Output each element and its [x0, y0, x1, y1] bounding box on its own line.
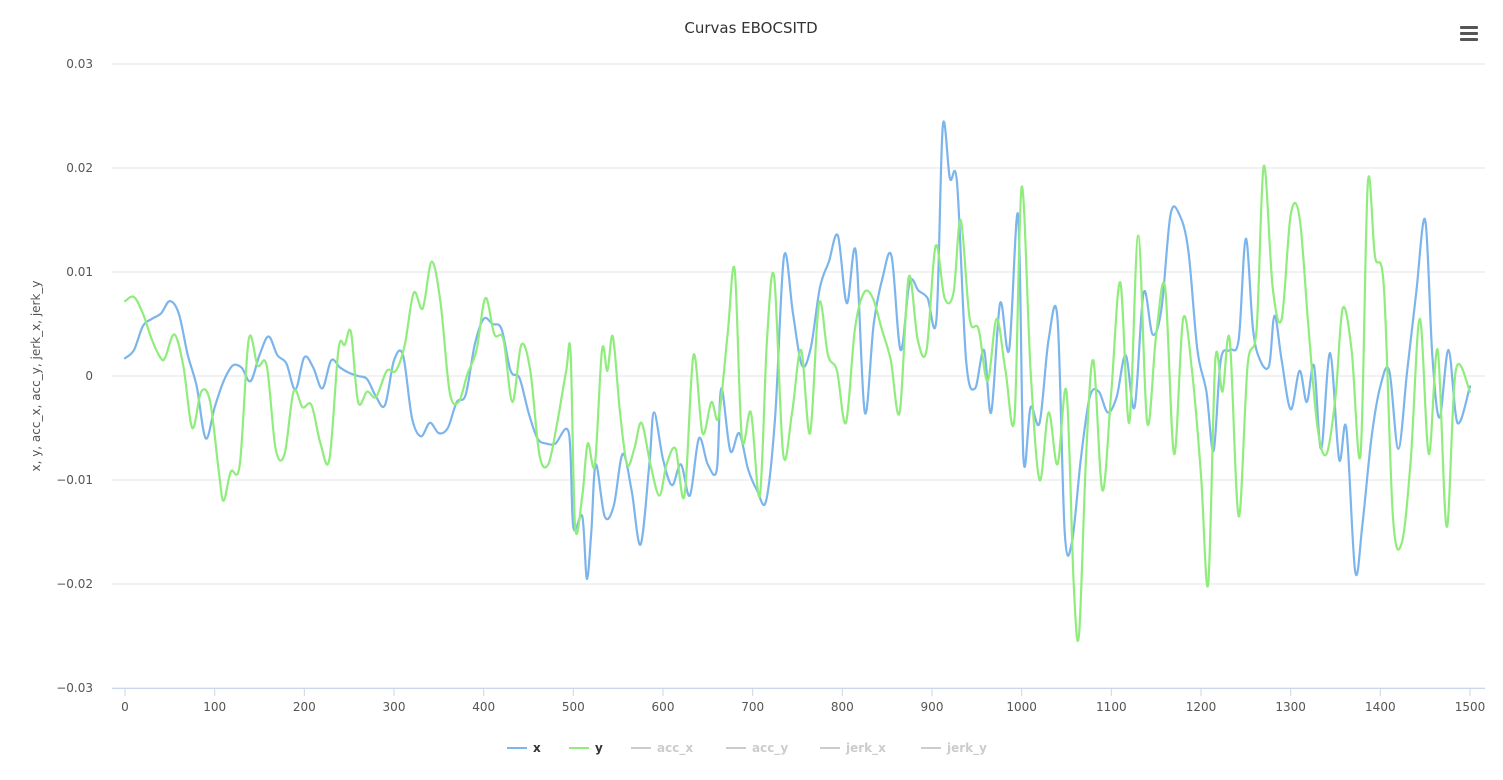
- legend-item-jerk_x[interactable]: jerk_x: [820, 741, 886, 756]
- y-axis: 0.03 0.02 0.01 0 −0.01 −0.02 −0.03: [56, 57, 93, 695]
- legend-label-jerk_x: jerk_x: [845, 741, 886, 756]
- legend: x y acc_x acc_y jerk_x jerk_y: [507, 741, 987, 756]
- series-layer: [123, 120, 1472, 643]
- x-tick-label: 500: [562, 700, 585, 714]
- menu-bar-bottom: [1460, 38, 1478, 41]
- x-tick-label: 200: [293, 700, 316, 714]
- y-tick-label: 0.02: [66, 161, 93, 175]
- y-axis-label: x, y, acc_x, acc_y, jerk_x, jerk_y: [29, 280, 43, 471]
- x-tick-label: 700: [741, 700, 764, 714]
- menu-bar-middle: [1460, 32, 1478, 35]
- x-tick-label: 0: [121, 700, 129, 714]
- x-tick-label: 400: [472, 700, 495, 714]
- legend-label-y: y: [595, 741, 603, 755]
- x-tick-label: 300: [383, 700, 406, 714]
- x-axis: 0 100 200 300 400 500 600 700 800 900 1000 1100 1200…: [112, 688, 1485, 714]
- x-tick-label: 600: [652, 700, 675, 714]
- series-line-y[interactable]: [123, 164, 1472, 643]
- x-tick-label: 900: [921, 700, 944, 714]
- y-tick-label: −0.01: [56, 473, 93, 487]
- series-line-x[interactable]: [123, 120, 1472, 580]
- legend-label-acc_y: acc_y: [752, 741, 788, 756]
- x-tick-label: 800: [831, 700, 854, 714]
- legend-item-acc_x[interactable]: acc_x: [631, 741, 693, 756]
- menu-bar-top: [1460, 26, 1478, 29]
- legend-item-y[interactable]: y: [569, 741, 603, 755]
- legend-label-x: x: [533, 741, 541, 755]
- x-tick-label: 1300: [1275, 700, 1306, 714]
- gridlines: [112, 63, 1485, 689]
- chart-title: Curvas EBOCSITD: [684, 19, 817, 37]
- x-tick-label: 1200: [1186, 700, 1217, 714]
- legend-item-x[interactable]: x: [507, 741, 541, 755]
- x-tick-label: 1500: [1455, 700, 1486, 714]
- legend-label-jerk_y: jerk_y: [946, 741, 987, 756]
- y-tick-label: 0.01: [66, 265, 93, 279]
- x-tick-label: 1100: [1096, 700, 1127, 714]
- x-tick-label: 1400: [1365, 700, 1396, 714]
- y-tick-label: 0: [85, 369, 93, 383]
- y-tick-label: −0.02: [56, 577, 93, 591]
- legend-item-acc_y[interactable]: acc_y: [726, 741, 788, 756]
- legend-label-acc_x: acc_x: [657, 741, 693, 756]
- x-tick-label: 1000: [1006, 700, 1037, 714]
- legend-item-jerk_y[interactable]: jerk_y: [921, 741, 987, 756]
- y-tick-label: 0.03: [66, 57, 93, 71]
- x-tick-label: 100: [203, 700, 226, 714]
- y-tick-label: −0.03: [56, 681, 93, 695]
- hamburger-menu-icon[interactable]: [1456, 22, 1482, 46]
